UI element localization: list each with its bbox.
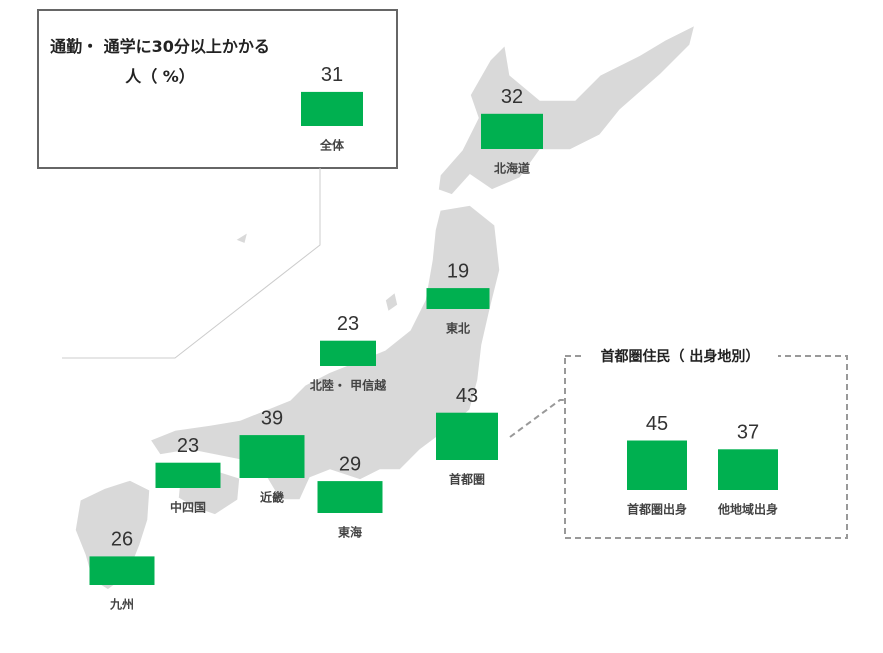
bar <box>320 340 376 366</box>
japan-map <box>74 23 697 591</box>
category-label: 九州 <box>109 597 134 612</box>
category-label: 東北 <box>446 321 470 336</box>
value-label: 31 <box>321 64 343 86</box>
bar <box>718 449 778 490</box>
category-label: 北陸・ 甲信越 <box>310 378 387 393</box>
chart-title: 通勤・ 通学に30分以上かかる人（ %） <box>50 37 270 86</box>
bar <box>239 435 305 478</box>
bar <box>301 91 363 126</box>
category-label: 東海 <box>338 525 362 540</box>
inset-title: 首都圏住民（ 出身地別） <box>601 348 760 365</box>
sado <box>384 290 399 314</box>
inset-connector <box>509 399 565 438</box>
category-label: 他地域出身 <box>717 502 778 517</box>
category-label: 北海道 <box>494 161 530 176</box>
value-label: 26 <box>111 529 133 551</box>
value-label: 23 <box>337 313 359 335</box>
category-label: 中四国 <box>170 500 206 515</box>
value-label: 37 <box>737 422 759 444</box>
bar <box>481 113 543 149</box>
inset-title-bg <box>582 346 778 366</box>
bar <box>436 412 498 460</box>
value-label: 43 <box>456 385 478 407</box>
category-label: 近畿 <box>260 490 284 505</box>
bar <box>89 556 155 585</box>
okinawa-islet <box>233 230 250 246</box>
bar <box>627 440 687 490</box>
inset-box <box>564 355 848 539</box>
hokkaido <box>437 23 697 196</box>
bar <box>426 288 490 309</box>
category-label: 首都圏出身 <box>627 502 687 517</box>
title-box: 通勤・ 通学に30分以上かかる人（ %） <box>50 37 270 86</box>
bar <box>155 462 221 488</box>
value-label: 19 <box>447 260 469 282</box>
legend-box <box>37 9 398 169</box>
value-label: 45 <box>646 413 668 435</box>
value-label: 23 <box>177 435 199 457</box>
value-label: 32 <box>501 86 523 108</box>
leader-line <box>62 168 321 359</box>
value-label: 39 <box>261 407 283 429</box>
category-label: 首都圏 <box>449 472 485 487</box>
category-label: 全体 <box>319 138 345 153</box>
value-label: 29 <box>339 453 361 475</box>
bar <box>317 481 383 513</box>
